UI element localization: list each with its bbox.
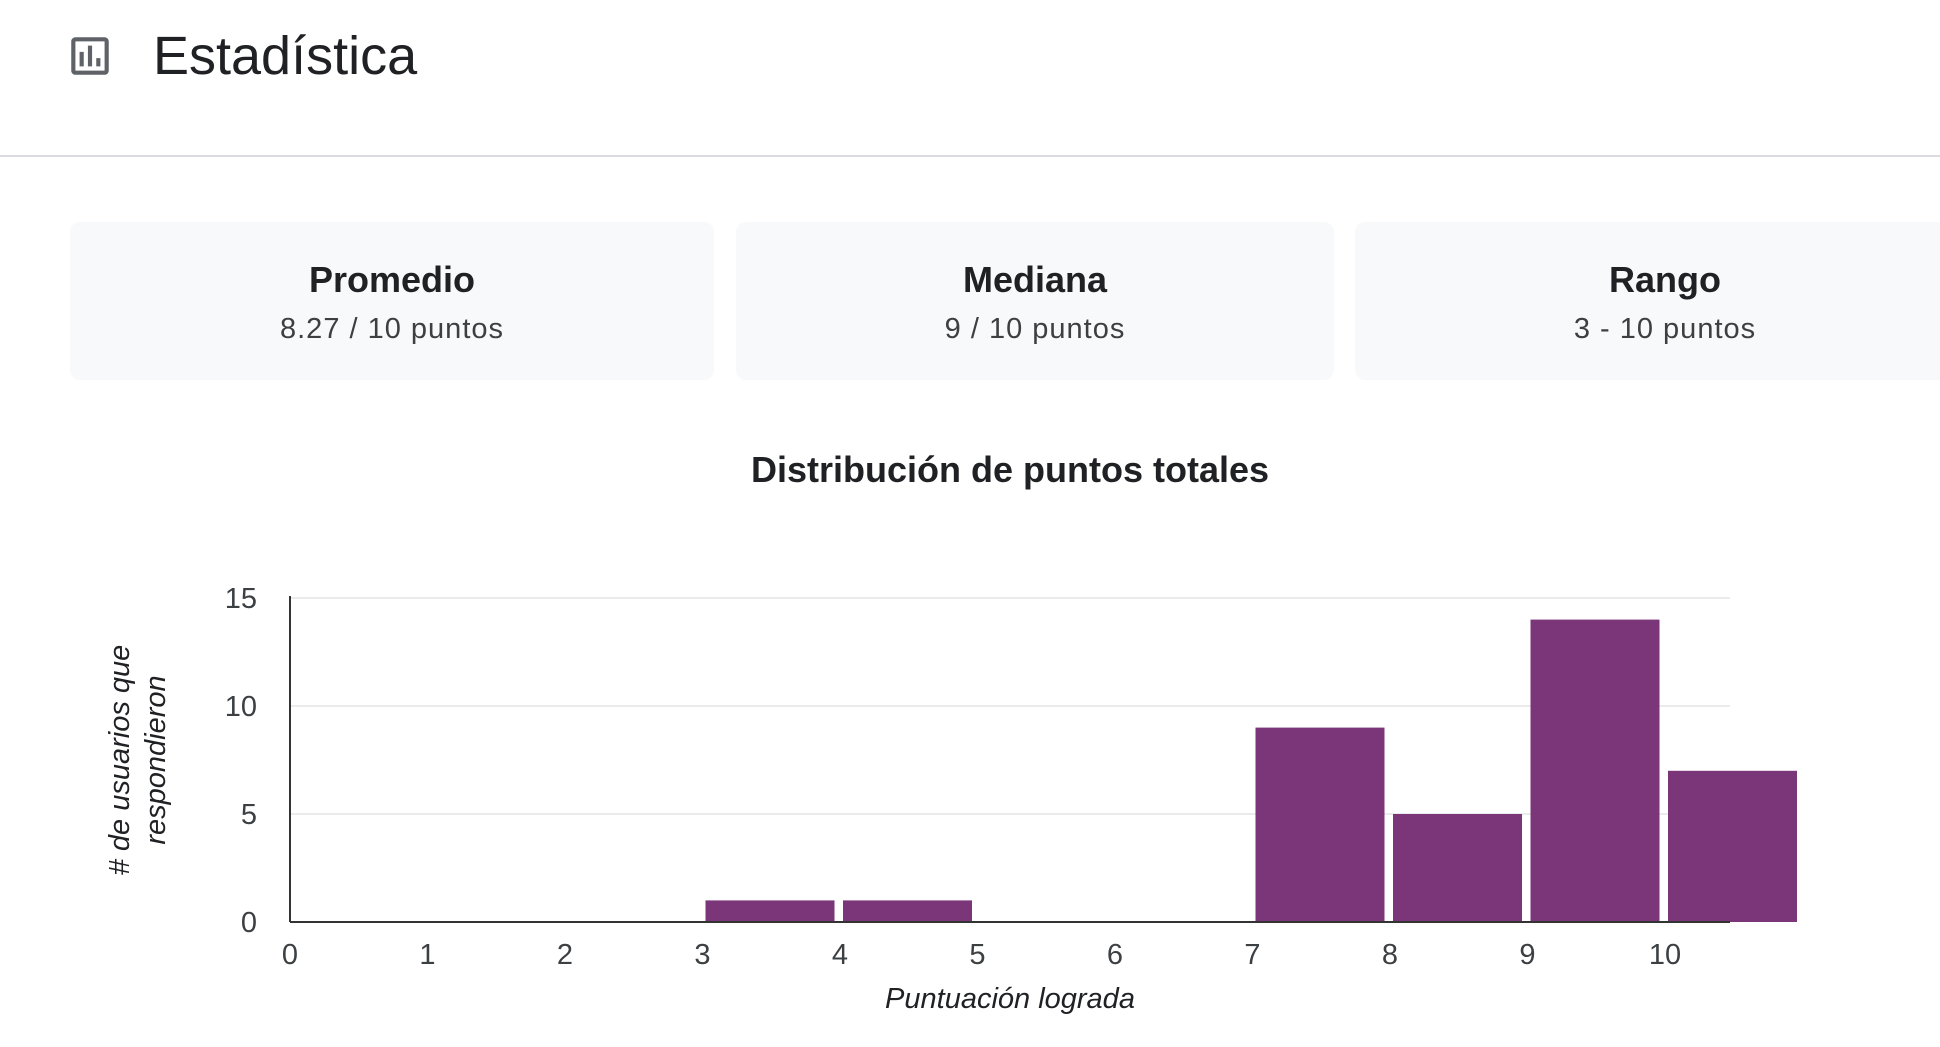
x-tick-label: 4 [832, 939, 848, 971]
bar-10 [1668, 770, 1797, 922]
x-tick-label: 5 [969, 939, 985, 971]
bar-9 [1530, 619, 1660, 922]
bar-8 [1393, 814, 1522, 922]
stat-card-mediana: Mediana 9 / 10 puntos [736, 222, 1334, 380]
x-tick-label: 7 [1244, 939, 1260, 971]
x-axis-title: Puntuación lograda [885, 983, 1135, 1015]
x-tick-label: 3 [694, 939, 710, 971]
y-axis-title-line: # de usuarios que [104, 645, 136, 876]
x-tick-label: 10 [1649, 939, 1681, 971]
x-tick-label: 8 [1382, 939, 1398, 971]
page-title: Estadística [153, 26, 418, 86]
bar-3 [705, 900, 835, 922]
x-tick-label: 2 [557, 939, 573, 971]
y-tick-label: 0 [241, 907, 257, 939]
y-axis-title: # de usuarios que respondieron [104, 645, 172, 876]
y-axis-title-line: respondieron [140, 675, 172, 844]
stat-label: Promedio [308, 259, 476, 300]
x-tick-label: 0 [282, 939, 298, 971]
header: Estadística [0, 0, 1940, 157]
bar-7 [1255, 727, 1385, 922]
x-tick-label: 9 [1519, 939, 1535, 971]
y-tick-label: 10 [225, 691, 257, 723]
chart-title: Distribución de puntos totales [750, 449, 1270, 490]
stat-card-rango: Rango 3 - 10 puntos [1355, 222, 1940, 380]
stat-value: 9 / 10 puntos [944, 313, 1126, 345]
x-tick-label: 1 [419, 939, 435, 971]
bar-chart-icon [71, 37, 109, 75]
stat-label: Mediana [962, 259, 1108, 300]
x-tick-label: 6 [1107, 939, 1123, 971]
y-tick-label: 5 [241, 799, 257, 831]
y-tick-label: 15 [225, 583, 257, 615]
bar-4 [843, 900, 972, 922]
stat-card-promedio: Promedio 8.27 / 10 puntos [70, 222, 714, 380]
stat-value: 8.27 / 10 puntos [280, 313, 504, 345]
stat-label: Rango [1609, 259, 1721, 300]
stat-value: 3 - 10 puntos [1573, 313, 1757, 345]
